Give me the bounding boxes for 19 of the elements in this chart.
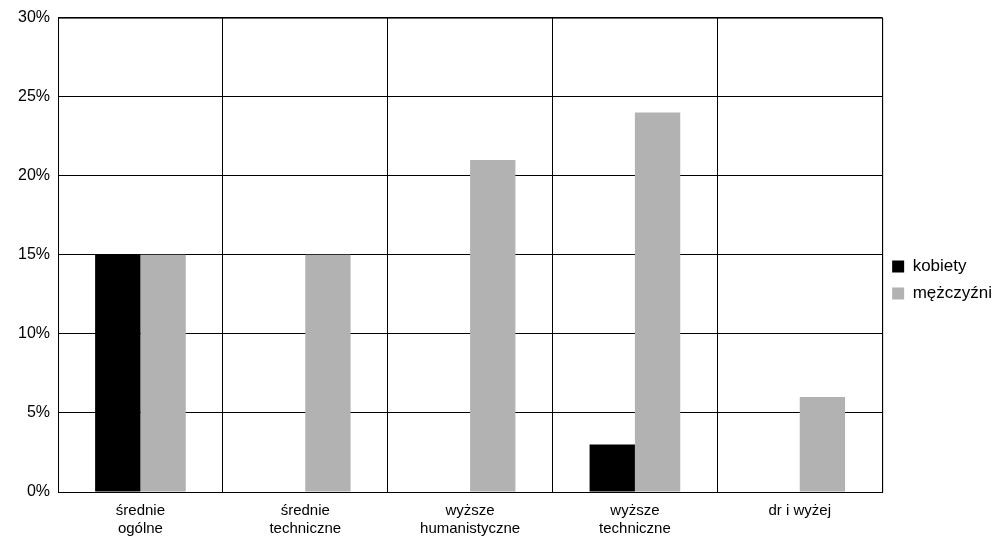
- legend-label: kobiety: [912, 256, 968, 276]
- y-tick-label: 0%: [26, 482, 51, 500]
- y-tick-label: 25%: [17, 87, 51, 105]
- x-tick-label: wyższe techniczne: [599, 501, 671, 537]
- x-tick-label: wyższe humanistyczne: [420, 501, 521, 537]
- y-tick-label: 20%: [17, 166, 51, 184]
- bar: [140, 254, 186, 492]
- x-tick-label: dr i wyżej: [768, 501, 831, 519]
- y-tick-label: 15%: [17, 245, 51, 263]
- y-tick-label: 5%: [26, 403, 51, 421]
- x-tick-label: średnie techniczne: [269, 501, 342, 537]
- legend-label: mężczyźni: [912, 283, 993, 303]
- bar: [470, 159, 516, 492]
- y-tick-label: 10%: [17, 324, 51, 342]
- bar: [799, 397, 846, 492]
- y-tick-label: 30%: [17, 8, 51, 26]
- x-tick-label: średnie ogólne: [115, 501, 166, 537]
- bar: [305, 254, 351, 492]
- bar: [634, 112, 681, 492]
